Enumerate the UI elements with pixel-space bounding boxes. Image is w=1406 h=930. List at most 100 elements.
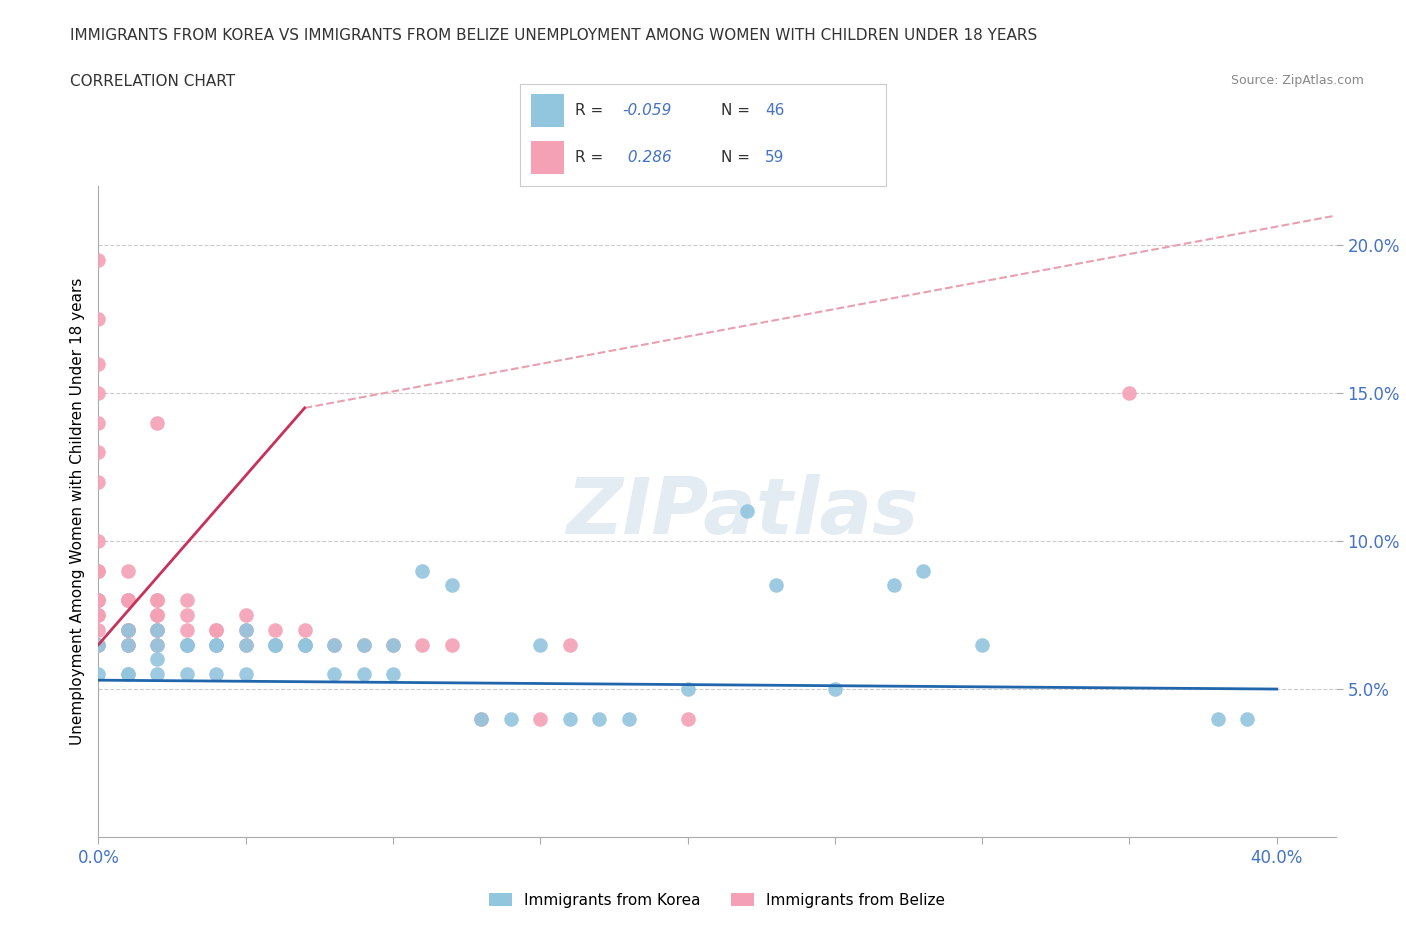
Point (824, 682, 846, 697)
Point (117, 637, 139, 652)
Point (470, 711, 492, 726)
Point (499, 711, 522, 726)
Point (558, 637, 581, 652)
Point (588, 711, 610, 726)
Point (87, 637, 110, 652)
Point (235, 622, 257, 637)
Point (176, 622, 198, 637)
Point (353, 637, 375, 652)
Point (353, 637, 375, 652)
Point (912, 564, 935, 578)
Text: Source: ZipAtlas.com: Source: ZipAtlas.com (1230, 74, 1364, 87)
Text: 59: 59 (765, 150, 785, 165)
Point (382, 637, 405, 652)
Point (146, 592, 169, 607)
Point (765, 578, 787, 593)
Point (411, 564, 433, 578)
Point (146, 637, 169, 652)
Point (117, 592, 139, 607)
Text: R =: R = (575, 150, 609, 165)
Point (87, 592, 110, 607)
Point (176, 637, 198, 652)
Point (235, 637, 257, 652)
Point (294, 637, 316, 652)
Point (205, 637, 228, 652)
Point (264, 637, 287, 652)
Point (146, 652, 169, 667)
Point (146, 667, 169, 682)
Point (176, 592, 198, 607)
Point (558, 711, 581, 726)
Point (176, 637, 198, 652)
Point (470, 711, 492, 726)
FancyBboxPatch shape (531, 141, 564, 174)
Point (87, 534, 110, 549)
Point (235, 637, 257, 652)
Point (117, 622, 139, 637)
Text: N =: N = (721, 150, 755, 165)
Text: IMMIGRANTS FROM KOREA VS IMMIGRANTS FROM BELIZE UNEMPLOYMENT AMONG WOMEN WITH CH: IMMIGRANTS FROM KOREA VS IMMIGRANTS FROM… (70, 28, 1038, 43)
Point (617, 711, 640, 726)
Point (146, 637, 169, 652)
Text: 0.286: 0.286 (623, 150, 671, 165)
Point (87, 592, 110, 607)
Point (87, 637, 110, 652)
Point (264, 637, 287, 652)
Point (146, 622, 169, 637)
Point (353, 667, 375, 682)
Point (323, 637, 346, 652)
Point (146, 622, 169, 637)
Point (87, 622, 110, 637)
Point (117, 622, 139, 637)
Point (529, 637, 551, 652)
Point (117, 592, 139, 607)
Point (87, 356, 110, 371)
Point (382, 667, 405, 682)
Point (323, 667, 346, 682)
Legend: Immigrants from Korea, Immigrants from Belize: Immigrants from Korea, Immigrants from B… (482, 886, 952, 914)
Point (676, 682, 699, 697)
Point (676, 711, 699, 726)
Point (87, 253, 110, 268)
Point (117, 622, 139, 637)
Point (440, 578, 463, 593)
Point (176, 607, 198, 622)
Point (117, 592, 139, 607)
Point (176, 637, 198, 652)
Point (1236, 711, 1258, 726)
Text: -0.059: -0.059 (623, 103, 672, 118)
Y-axis label: Unemployment Among Women with Children Under 18 years: Unemployment Among Women with Children U… (69, 278, 84, 745)
Point (382, 637, 405, 652)
Point (87, 667, 110, 682)
Point (87, 637, 110, 652)
Point (87, 592, 110, 607)
Point (264, 622, 287, 637)
Point (323, 637, 346, 652)
Point (235, 667, 257, 682)
Point (176, 667, 198, 682)
Point (87, 416, 110, 431)
Point (146, 607, 169, 622)
Point (87, 564, 110, 578)
Point (205, 637, 228, 652)
Point (117, 667, 139, 682)
Point (117, 637, 139, 652)
Point (883, 578, 905, 593)
Point (87, 607, 110, 622)
Point (146, 416, 169, 431)
Point (972, 637, 994, 652)
Point (117, 667, 139, 682)
Point (205, 622, 228, 637)
Point (117, 564, 139, 578)
Point (294, 637, 316, 652)
Point (235, 607, 257, 622)
Text: CORRELATION CHART: CORRELATION CHART (70, 74, 235, 89)
Point (146, 622, 169, 637)
Point (87, 445, 110, 459)
Point (87, 386, 110, 401)
Point (146, 592, 169, 607)
Point (87, 312, 110, 326)
Point (87, 607, 110, 622)
Point (411, 637, 433, 652)
Point (440, 637, 463, 652)
